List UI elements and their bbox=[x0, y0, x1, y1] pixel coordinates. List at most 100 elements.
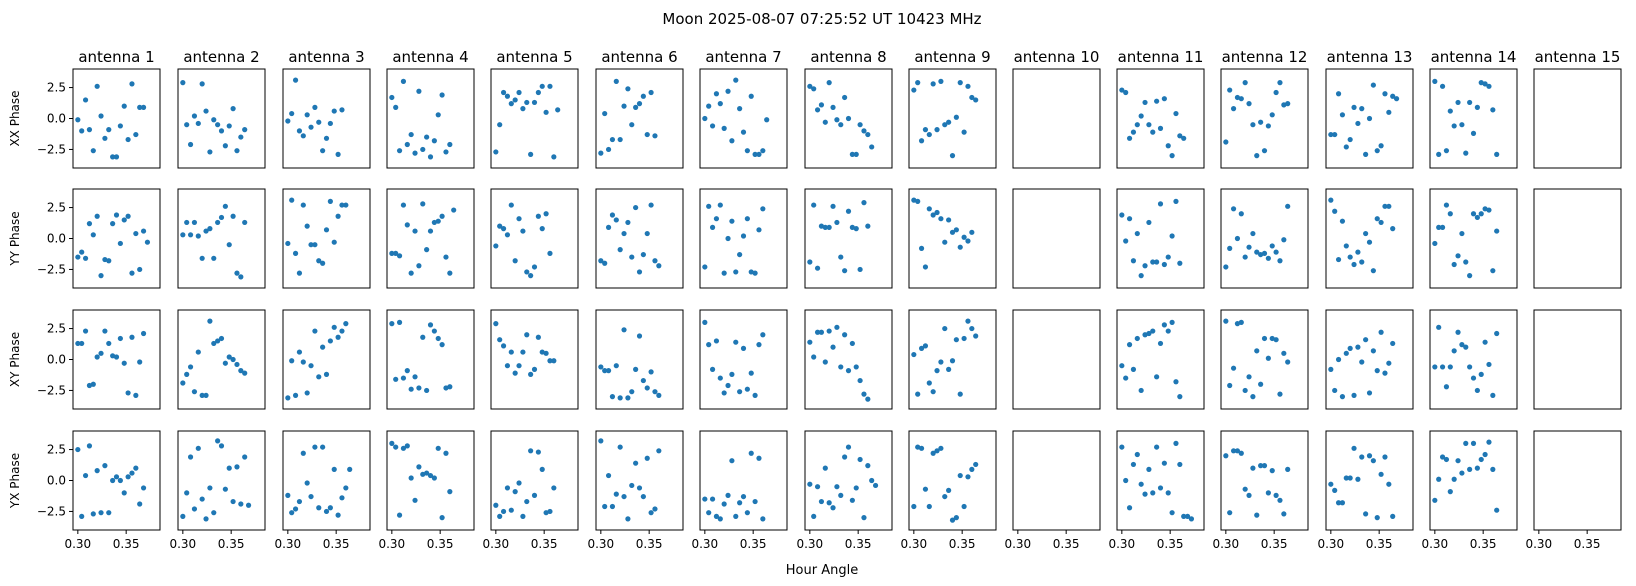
data-point bbox=[524, 498, 530, 505]
data-point bbox=[79, 513, 85, 519]
data-point bbox=[289, 197, 295, 203]
data-point bbox=[497, 223, 503, 229]
data-point bbox=[215, 438, 221, 444]
data-point bbox=[845, 368, 852, 374]
data-point bbox=[300, 202, 306, 208]
data-point bbox=[129, 334, 135, 340]
data-point bbox=[915, 391, 921, 397]
y-axis-label-yy-phase: YY Phase bbox=[8, 211, 22, 266]
data-point bbox=[133, 392, 139, 398]
data-point bbox=[1328, 481, 1334, 487]
data-point bbox=[1443, 384, 1450, 390]
data-point bbox=[1146, 219, 1152, 226]
data-point bbox=[613, 491, 619, 497]
data-point bbox=[702, 496, 708, 502]
data-point bbox=[760, 206, 766, 212]
data-point bbox=[853, 364, 859, 370]
data-point bbox=[400, 375, 407, 381]
data-point bbox=[1455, 99, 1461, 106]
data-point bbox=[729, 458, 735, 464]
data-point bbox=[625, 516, 631, 522]
data-point bbox=[1250, 122, 1256, 128]
data-point bbox=[512, 370, 518, 376]
data-point bbox=[1443, 202, 1450, 208]
data-point bbox=[404, 141, 410, 148]
data-point bbox=[211, 117, 217, 123]
data-point bbox=[528, 151, 534, 157]
data-point bbox=[335, 334, 341, 340]
data-point bbox=[1169, 153, 1175, 159]
data-point bbox=[117, 123, 123, 129]
data-point bbox=[1378, 329, 1384, 335]
data-point bbox=[226, 465, 232, 471]
data-point bbox=[1246, 244, 1252, 250]
data-point bbox=[1332, 487, 1338, 493]
data-point bbox=[420, 146, 426, 153]
data-point bbox=[292, 250, 299, 256]
data-point bbox=[1467, 364, 1473, 370]
data-point bbox=[1382, 454, 1388, 460]
data-point bbox=[1378, 471, 1384, 477]
data-point bbox=[289, 510, 295, 516]
data-point bbox=[1223, 318, 1229, 324]
data-point bbox=[94, 354, 100, 360]
data-point bbox=[215, 338, 221, 344]
x-tick-label: 0.30 bbox=[482, 537, 509, 551]
data-point bbox=[644, 131, 650, 138]
data-point bbox=[1459, 342, 1465, 348]
data-point bbox=[520, 513, 526, 519]
data-point bbox=[1154, 444, 1160, 450]
data-point bbox=[1374, 216, 1380, 222]
data-point bbox=[644, 385, 650, 391]
data-point bbox=[234, 148, 240, 154]
data-point bbox=[1335, 356, 1342, 363]
data-point bbox=[524, 332, 530, 338]
data-point bbox=[180, 80, 186, 86]
data-point bbox=[1234, 235, 1241, 242]
data-point bbox=[1386, 481, 1392, 487]
data-point bbox=[1486, 439, 1492, 445]
panel-title-antenna-13: antenna 13 bbox=[1327, 48, 1413, 66]
data-point bbox=[1455, 458, 1461, 464]
panel-title-antenna-14: antenna 14 bbox=[1431, 48, 1517, 66]
data-point bbox=[1126, 216, 1133, 222]
data-point bbox=[339, 328, 345, 334]
data-point bbox=[412, 374, 418, 380]
data-point bbox=[547, 250, 553, 256]
data-point bbox=[234, 464, 240, 470]
data-point bbox=[1150, 490, 1156, 496]
data-point bbox=[1363, 230, 1369, 237]
data-point bbox=[500, 89, 507, 96]
data-point bbox=[1436, 476, 1442, 482]
data-point bbox=[1363, 151, 1369, 157]
data-point bbox=[242, 127, 248, 133]
data-point bbox=[756, 455, 762, 461]
data-point bbox=[602, 368, 608, 374]
data-point bbox=[1277, 80, 1283, 86]
data-point bbox=[1273, 249, 1279, 255]
data-point bbox=[729, 371, 735, 377]
data-point bbox=[508, 101, 514, 107]
data-point bbox=[292, 506, 299, 512]
panel-title-antenna-3: antenna 3 bbox=[288, 48, 364, 66]
data-point bbox=[656, 392, 662, 398]
data-point bbox=[215, 219, 221, 226]
data-point bbox=[539, 83, 545, 89]
data-point bbox=[709, 123, 716, 129]
data-point bbox=[652, 506, 658, 512]
data-point bbox=[625, 395, 631, 401]
data-point bbox=[1439, 364, 1446, 370]
panel-title-antenna-4: antenna 4 bbox=[392, 48, 468, 66]
data-point bbox=[1161, 322, 1167, 328]
x-tick-label: 0.30 bbox=[1004, 537, 1031, 551]
data-point bbox=[838, 122, 844, 128]
data-point bbox=[1177, 461, 1183, 468]
x-tick-label: 0.35 bbox=[531, 537, 558, 551]
data-point bbox=[180, 513, 186, 519]
data-point bbox=[113, 154, 120, 160]
axes-yx-phase-antenna-14 bbox=[1429, 430, 1518, 531]
data-point bbox=[756, 227, 762, 233]
data-point bbox=[1134, 451, 1140, 458]
data-point bbox=[861, 391, 867, 397]
data-point bbox=[1390, 513, 1396, 519]
